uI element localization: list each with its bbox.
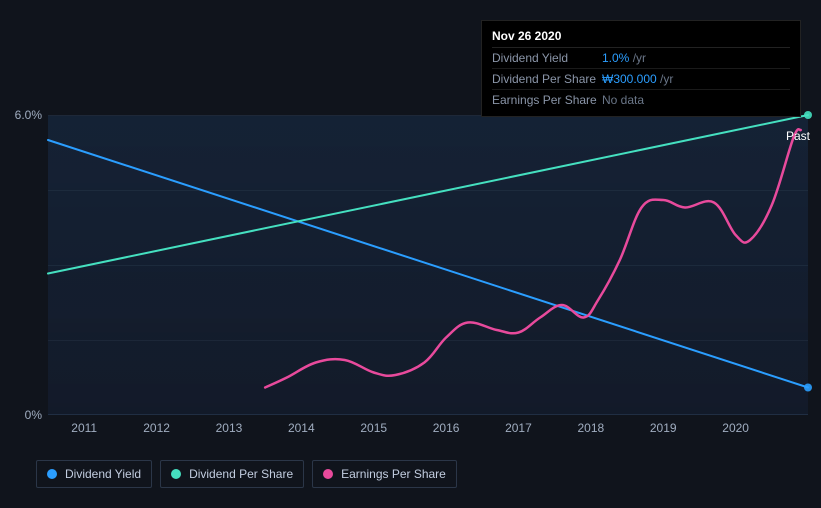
tooltip-key: Dividend Yield (492, 51, 602, 65)
legend-label: Earnings Per Share (341, 467, 446, 481)
tooltip-nodata: No data (602, 93, 644, 107)
x-axis-label: 2014 (288, 421, 315, 435)
chart-svg (48, 115, 808, 415)
tooltip-value: ₩300.000 /yr (602, 72, 673, 86)
tooltip-row: Earnings Per Share No data (492, 90, 790, 110)
legend-label: Dividend Yield (65, 467, 141, 481)
x-axis-label: 2013 (216, 421, 243, 435)
legend: Dividend Yield Dividend Per Share Earnin… (36, 460, 457, 488)
plot-area[interactable]: 6.0% 0% 2011 2012 2013 2014 2015 2016 20… (48, 115, 808, 415)
x-axis-label: 2011 (71, 421, 97, 435)
legend-swatch (171, 469, 181, 479)
y-axis-label: 0% (25, 408, 42, 422)
tooltip-title: Nov 26 2020 (492, 27, 790, 48)
past-label: Past (786, 129, 810, 143)
tooltip: Nov 26 2020 Dividend Yield 1.0% /yr Divi… (481, 20, 801, 117)
chart-container: Nov 26 2020 Dividend Yield 1.0% /yr Divi… (18, 0, 811, 508)
legend-item-earnings-per-share[interactable]: Earnings Per Share (312, 460, 457, 488)
tooltip-key: Earnings Per Share (492, 93, 602, 107)
x-axis-label: 2018 (578, 421, 605, 435)
x-axis-label: 2012 (143, 421, 170, 435)
y-axis-label: 6.0% (15, 108, 42, 122)
legend-label: Dividend Per Share (189, 467, 293, 481)
tooltip-row: Dividend Yield 1.0% /yr (492, 48, 790, 69)
tooltip-row: Dividend Per Share ₩300.000 /yr (492, 69, 790, 90)
legend-swatch (323, 469, 333, 479)
x-axis-label: 2017 (505, 421, 532, 435)
legend-item-dividend-yield[interactable]: Dividend Yield (36, 460, 152, 488)
x-axis-label: 2019 (650, 421, 677, 435)
legend-swatch (47, 469, 57, 479)
tooltip-value: 1.0% /yr (602, 51, 646, 65)
legend-item-dividend-per-share[interactable]: Dividend Per Share (160, 460, 304, 488)
x-axis-label: 2016 (433, 421, 460, 435)
tooltip-key: Dividend Per Share (492, 72, 602, 86)
x-axis-label: 2015 (360, 421, 387, 435)
x-axis-label: 2020 (722, 421, 749, 435)
